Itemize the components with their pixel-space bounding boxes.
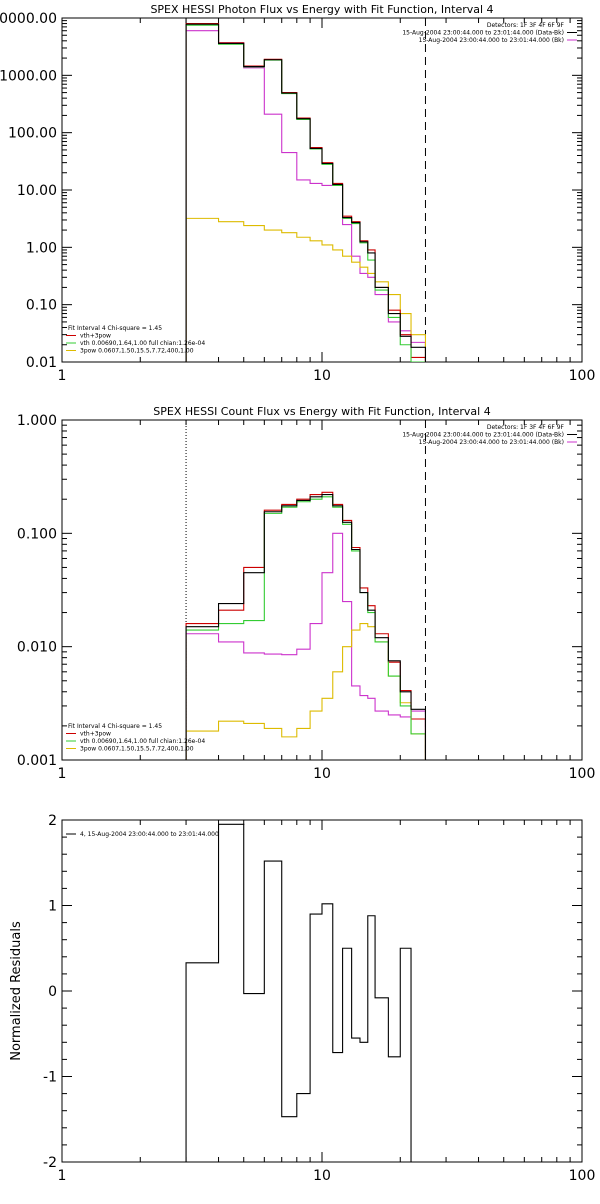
x-tick-label-0: 1 [58, 368, 67, 384]
legend-left-text-1: 3pow 0.0607,1.50,15.5,7.72,400,1.00 [80, 746, 194, 753]
x-tick-label-2: 1 [58, 1168, 67, 1184]
legend-right-text-0: 15-Aug-2004 23:00:44.000 to 23:01:44.000… [402, 30, 564, 37]
y-tick-label-1: 1.000 [17, 413, 57, 429]
legend-left-text-1: Fit Interval 4 Chi-square = 1.45 [68, 723, 162, 730]
series-line-1-3 [185, 496, 427, 760]
y-tick-label-2: 0 [48, 984, 57, 1000]
legend-left-text-1: vth+3pow [80, 731, 111, 738]
legend-left-text-1: vth 0.00690,1.64,1.00 full chian:1.26e-0… [80, 738, 205, 745]
series-line-0-3 [185, 24, 426, 362]
legend-left-text-0: vth 0.00690,1.64,1.00 full chian:1.26e-0… [80, 340, 205, 347]
y-tick-label-2: 2 [48, 813, 57, 829]
y-tick-label-0: 1000.00 [0, 68, 57, 84]
chart-title-1: SPEX HESSI Count Flux vs Energy with Fit… [153, 405, 490, 418]
legend-right-text-1: Detectors: 1F 3F 4F 6F 9F [487, 424, 565, 431]
series-line-0-4 [185, 23, 427, 362]
series-line-0-0 [185, 30, 427, 362]
y-tick-label-0: 1.00 [26, 240, 57, 256]
legend-left-text-2: 4, 15-Aug-2004 23:00:44.000 to 23:01:44.… [80, 831, 219, 838]
series-line-0-1 [185, 217, 427, 362]
x-tick-label-1: 1 [58, 766, 67, 782]
x-tick-label-0: 100 [569, 368, 596, 384]
y-tick-label-1: 0.001 [17, 753, 57, 769]
y-tick-label-2: -1 [43, 1070, 57, 1086]
y-tick-label-0: 100.00 [8, 126, 57, 142]
x-tick-label-0: 10 [313, 368, 331, 384]
series-line-1-2 [185, 491, 427, 760]
series-line-2-0 [185, 823, 426, 1162]
plot-frame-0 [61, 17, 583, 363]
series-line-1-1 [185, 622, 427, 760]
legend-left-text-0: vth+3pow [80, 333, 111, 340]
legend-left-text-0: 3pow 0.0607,1.50,15.5,7.72,400,1.00 [80, 348, 194, 355]
series-line-0-2 [185, 23, 427, 362]
x-tick-label-1: 10 [313, 766, 331, 782]
legend-right-text-0: Detectors: 1F 3F 4F 6F 9F [487, 22, 565, 29]
y-tick-label-0: 10000.00 [0, 11, 57, 27]
y-tick-label-1: 0.100 [17, 526, 57, 542]
y-tick-label-0: 10.00 [17, 183, 57, 199]
legend-right-text-0: 15-Aug-2004 23:00:44.000 to 23:01:44.000… [419, 37, 564, 44]
y-tick-label-1: 0.010 [17, 640, 57, 656]
y-tick-label-2: 1 [48, 899, 57, 915]
chart-title-0: SPEX HESSI Photon Flux vs Energy with Fi… [150, 3, 493, 16]
y-tick-label-0: 0.01 [26, 355, 57, 371]
plot-frame-2 [61, 819, 583, 1163]
legend-left-text-0: Fit Interval 4 Chi-square = 1.45 [68, 325, 162, 332]
x-tick-label-1: 100 [569, 766, 596, 782]
y-tick-label-0: 0.10 [26, 298, 57, 314]
x-tick-label-2: 100 [569, 1168, 596, 1184]
x-tick-label-2: 10 [313, 1168, 331, 1184]
legend-right-text-1: 15-Aug-2004 23:00:44.000 to 23:01:44.000… [402, 432, 564, 439]
series-line-1-4 [185, 493, 427, 760]
y-axis-label-2: Normalized Residuals [9, 921, 24, 1061]
legend-right-text-1: 15-Aug-2004 23:00:44.000 to 23:01:44.000… [419, 439, 564, 446]
y-tick-label-2: -2 [43, 1155, 57, 1171]
series-line-1-0 [185, 532, 427, 760]
